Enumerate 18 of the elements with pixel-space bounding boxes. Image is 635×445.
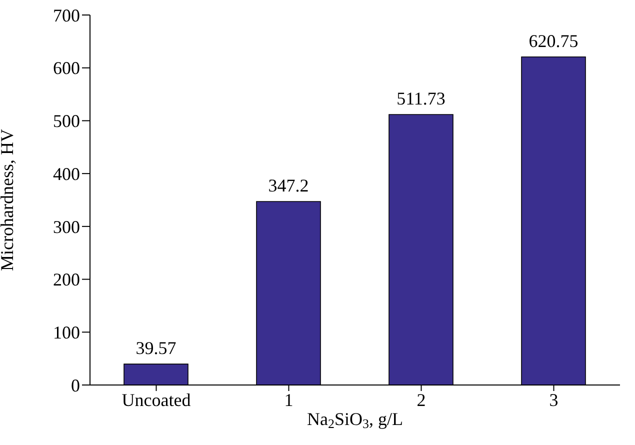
y-tick-label: 300 bbox=[53, 216, 80, 237]
y-tick-label: 400 bbox=[53, 164, 80, 184]
y-tick-label: 700 bbox=[53, 5, 80, 26]
x-tick-label: 1 bbox=[284, 390, 294, 410]
y-tick-label: 200 bbox=[53, 270, 80, 290]
x-tick-label: 2 bbox=[416, 390, 426, 410]
y-axis-title: Microhardness, HV bbox=[0, 129, 17, 271]
x-axis-title: Na$_{2}$SiO$_{3}$, g/L bbox=[306, 409, 404, 432]
x-tick-label: 3 bbox=[549, 390, 558, 410]
data-label: 39.57 bbox=[136, 338, 176, 358]
y-tick-label: 600 bbox=[53, 58, 80, 78]
y-tick-label: 100 bbox=[53, 322, 80, 343]
x-tick-label: Uncoated bbox=[122, 390, 191, 410]
data-label: 347.2 bbox=[268, 175, 309, 196]
y-tick-label: 500 bbox=[53, 111, 80, 132]
data-label: 511.73 bbox=[396, 88, 446, 109]
data-label: 620.75 bbox=[528, 30, 578, 51]
y-tick-label: 0 bbox=[71, 375, 80, 396]
